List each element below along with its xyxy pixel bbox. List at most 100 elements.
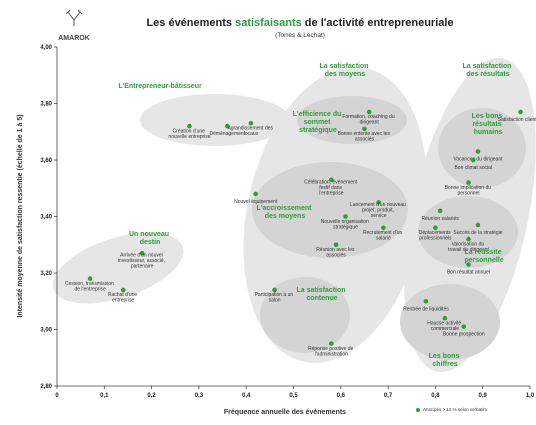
point xyxy=(343,214,348,219)
group-label: La satisfaction contenue xyxy=(297,287,348,302)
blob xyxy=(438,108,526,188)
subgroup-blobs xyxy=(252,96,526,360)
text-line: Célébration, événement xyxy=(304,179,358,185)
x-tick-label: 0,3 xyxy=(195,393,204,399)
text-line: stratégique xyxy=(333,224,358,230)
point xyxy=(475,222,481,228)
text-line: chiffres xyxy=(432,361,457,368)
text-line: Arrivée d'un nouvel xyxy=(120,253,164,259)
y-tick-label: 3,60 xyxy=(40,158,52,164)
text-line: Bon résultat annuel xyxy=(447,270,490,276)
y-tick-label: 2,80 xyxy=(40,384,52,390)
text-line: des moyens xyxy=(325,71,366,78)
chart-title: Les événements satisfaisants de l'activi… xyxy=(146,17,453,29)
point-label: Bonne implication du personnel xyxy=(445,185,493,197)
point-label: Création d'une nouvelle entreprise xyxy=(168,128,210,140)
point xyxy=(423,298,429,304)
point-label: Célébration, événement festif dans l'ent… xyxy=(304,179,358,196)
point-label: Réunion salariés xyxy=(422,216,460,222)
x-tick-label: 0,1 xyxy=(100,393,109,399)
point-label: Vacances du dirigeant xyxy=(453,157,503,163)
blob xyxy=(140,94,290,146)
point-label: Nouvel équipement xyxy=(234,199,278,205)
group-label: L'efficience du sommet stratégique xyxy=(293,111,344,134)
point-label: Succès de la stratégie xyxy=(453,230,502,236)
text-line: salarié xyxy=(376,236,391,242)
point xyxy=(461,324,467,329)
text-line: l'entreprise xyxy=(319,190,344,196)
text-line: Satisfaction clientèle xyxy=(498,117,536,123)
text-line: investisseur, associé, xyxy=(118,258,167,264)
title-part: de l'activité entrepreneuriale xyxy=(302,17,454,29)
text-line: Formation, coaching du xyxy=(342,114,396,120)
group-label: La satisfaction des résultats xyxy=(463,63,514,78)
x-tick-label: 1,0 xyxy=(526,393,535,399)
text-line: de l'entreprise xyxy=(74,286,105,292)
point-label: Déplacements professionnels xyxy=(419,230,452,242)
title-part: satisfaisants xyxy=(235,17,302,29)
text-line: partenaire xyxy=(131,264,154,270)
text-line: entreprise xyxy=(112,298,134,304)
text-line: Réunion salariés xyxy=(422,216,460,222)
text-line: destin xyxy=(140,239,161,246)
group-label: L'accroissement des moyens xyxy=(257,205,314,220)
x-tick-label: 0 xyxy=(55,393,59,399)
legend-marker xyxy=(416,408,420,412)
text-line: service xyxy=(371,213,387,219)
blob xyxy=(252,162,408,258)
blob xyxy=(260,277,350,353)
text-line: sommet xyxy=(304,119,333,126)
point-label: Rentrée de liquidités xyxy=(403,306,449,312)
point xyxy=(329,177,334,183)
group-label: La satisfaction des moyens xyxy=(320,63,371,78)
point xyxy=(518,109,523,115)
point xyxy=(442,315,448,321)
point-label: Bon climat social xyxy=(454,165,492,171)
point-label: Recrutement d'un salarié xyxy=(363,230,404,242)
text-line: Bon climat social xyxy=(454,165,492,171)
text-line: Les bons xyxy=(472,113,505,120)
point-label: Bonne prospection xyxy=(443,332,485,338)
y-tick-label: 3,00 xyxy=(40,328,52,334)
text-line: nouvelle entreprise xyxy=(168,134,210,140)
text-line: personnel xyxy=(458,190,480,196)
point-label: Réponse positive de l'administration xyxy=(308,346,355,358)
text-line: Hausse activité xyxy=(427,320,462,326)
text-line: résultats xyxy=(472,121,503,128)
point-label: Cession, transmission de l'entreprise xyxy=(65,281,115,293)
x-tick-label: 0,2 xyxy=(147,393,156,399)
x-tick-label: 0,8 xyxy=(431,393,440,399)
text-line: dirigeant xyxy=(360,120,380,126)
text-line: Rentrée de liquidités xyxy=(403,306,449,312)
text-line: projet, produit, xyxy=(362,207,395,213)
point-label: Rachat d'une entreprise xyxy=(108,292,139,304)
point-label: Valorisation du travail du dirigeant xyxy=(448,241,489,253)
y-tick-label: 4,00 xyxy=(40,45,52,51)
x-tick-label: 0,9 xyxy=(479,393,488,399)
text-line: Déménagement xyxy=(209,131,245,137)
point xyxy=(329,341,334,346)
point xyxy=(366,109,372,115)
y-tick-label: 3,80 xyxy=(40,102,52,108)
point-label: Bonne entente avec les associés xyxy=(338,131,392,143)
legend-label: Anticipés > 10 % selon verbatim xyxy=(423,407,487,412)
point xyxy=(470,157,476,163)
text-line: Agrandissement des xyxy=(227,126,274,132)
text-line: Lancement d'un nouveau xyxy=(350,202,407,208)
point-label: Nouvelle organisation stratégique xyxy=(321,219,370,231)
text-line: Un nouveau xyxy=(129,231,171,238)
text-line: Réunion avec les xyxy=(316,247,356,253)
text-line: La satisfaction xyxy=(463,63,514,70)
blob xyxy=(52,232,184,304)
point xyxy=(272,287,277,293)
text-line: Réponse positive de xyxy=(308,346,355,352)
point xyxy=(466,262,471,267)
logo: AMAROK xyxy=(58,35,90,42)
text-line: associés xyxy=(326,253,346,259)
text-line: Nouvelle organisation xyxy=(321,219,370,225)
text-line: Vacances du dirigeant xyxy=(453,157,503,163)
point xyxy=(248,120,254,126)
blob xyxy=(297,96,407,144)
text-line: commerciale xyxy=(431,326,460,332)
